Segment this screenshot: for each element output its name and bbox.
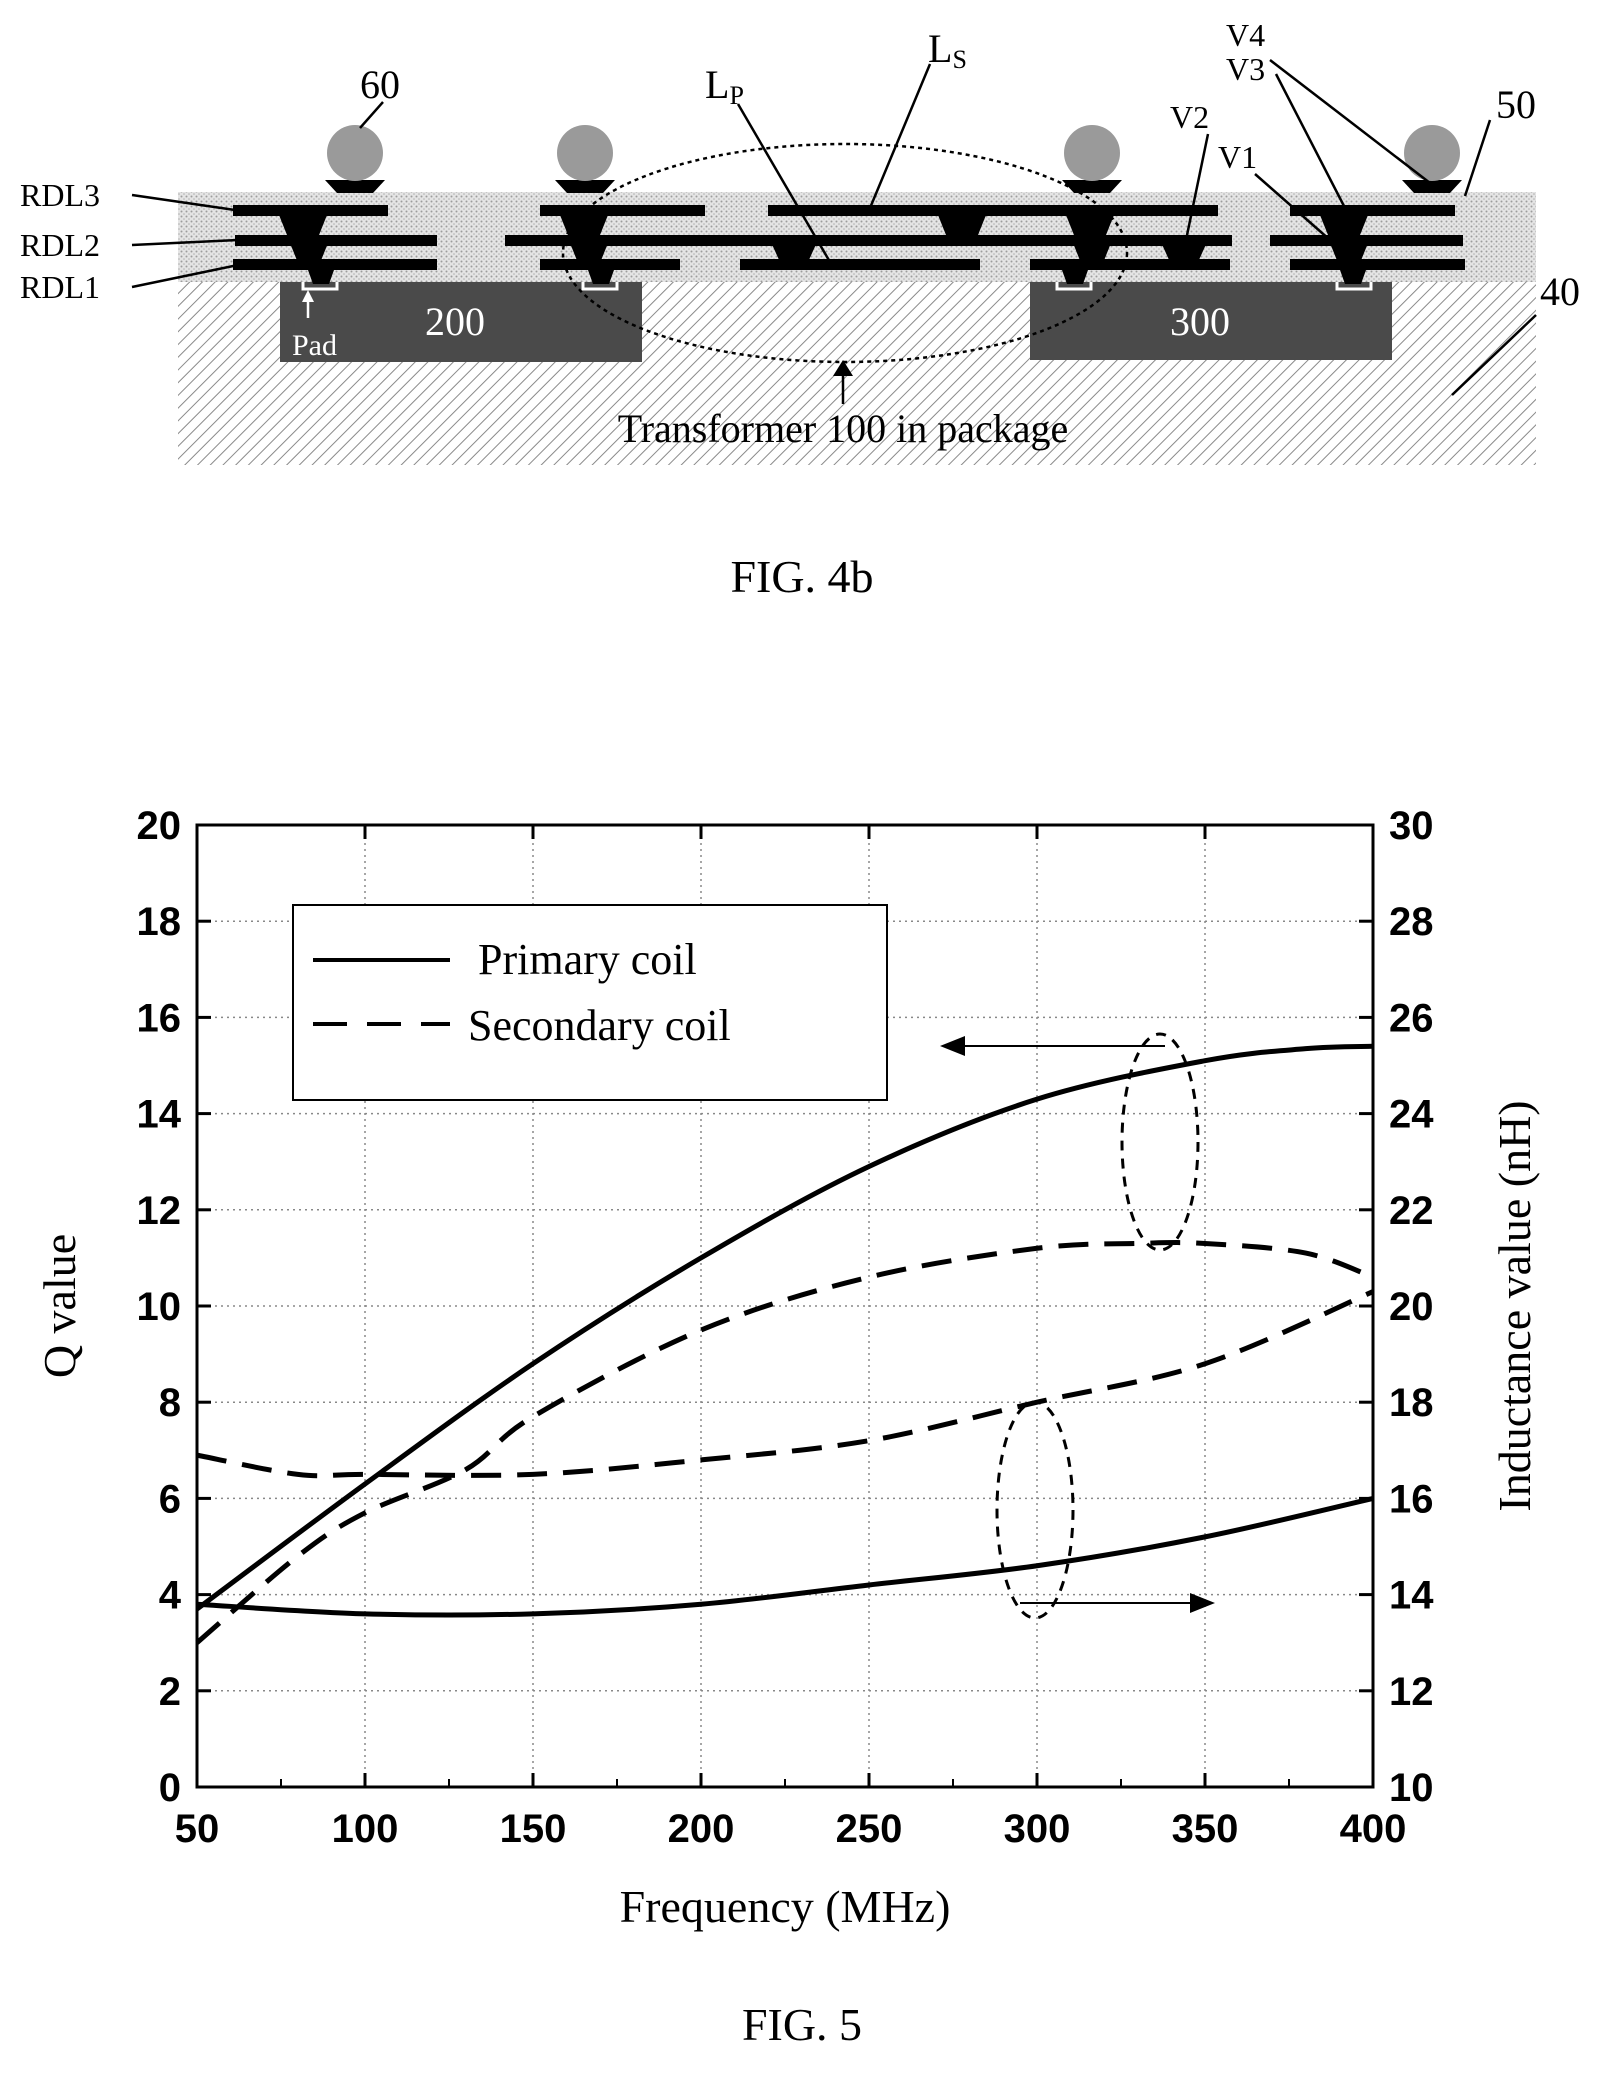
pad-label: Pad bbox=[292, 329, 337, 362]
y-left-tick-label: 2 bbox=[159, 1670, 181, 1714]
fig4b-diagram: Pad 200 300 RDL3 RDL2 RDL1 60 50 40 LP L… bbox=[20, 17, 1580, 465]
x-tick-label: 100 bbox=[332, 1807, 399, 1851]
arrows bbox=[302, 290, 853, 404]
x-tick-label: 400 bbox=[1340, 1807, 1407, 1851]
die-300-label: 300 bbox=[1170, 299, 1230, 344]
x-tick-label: 350 bbox=[1172, 1807, 1239, 1851]
transformer-label: Transformer 100 in package bbox=[618, 406, 1069, 451]
y-axis-right-label: Inductance value (nH) bbox=[1489, 1100, 1540, 1511]
x-tick-label: 200 bbox=[668, 1807, 735, 1851]
v2-label: V2 bbox=[1170, 99, 1209, 135]
rdl3-label: RDL3 bbox=[20, 177, 100, 213]
ref-50-label: 50 bbox=[1496, 82, 1536, 127]
transformer-outline bbox=[561, 142, 1129, 364]
y-right-tick-label: 26 bbox=[1389, 996, 1434, 1040]
v1-label: V1 bbox=[1218, 139, 1257, 175]
y-right-tick-label: 18 bbox=[1389, 1381, 1434, 1425]
x-tick-label: 50 bbox=[175, 1807, 220, 1851]
x-tick-label: 250 bbox=[836, 1807, 903, 1851]
v4-label: V4 bbox=[1226, 17, 1265, 53]
y-left-tick-label: 12 bbox=[137, 1189, 182, 1233]
secondary-coil-q-line bbox=[195, 1240, 1374, 1645]
die-pads bbox=[301, 282, 1373, 291]
upper-group-ellipse bbox=[1120, 1032, 1200, 1252]
legend-box bbox=[292, 904, 888, 1101]
y-right-tick-label: 20 bbox=[1389, 1285, 1434, 1329]
primary-coil-q-line bbox=[195, 1043, 1374, 1612]
solder-balls-60 bbox=[327, 125, 1460, 181]
rdl1-label: RDL1 bbox=[20, 269, 100, 305]
y-left-tick-label: 18 bbox=[137, 900, 182, 944]
y-right-tick-label: 30 bbox=[1389, 804, 1434, 848]
ref-40-label: 40 bbox=[1540, 269, 1580, 314]
y-axis-left-label: Q value bbox=[34, 1234, 85, 1378]
ref-60-label: 60 bbox=[360, 62, 400, 107]
rdl2-label: RDL2 bbox=[20, 227, 100, 263]
y-right-tick-label: 28 bbox=[1389, 900, 1434, 944]
y-right-tick-label: 12 bbox=[1389, 1670, 1434, 1714]
vias bbox=[277, 180, 1462, 284]
y-left-tick-label: 4 bbox=[159, 1574, 182, 1618]
y-left-tick-label: 14 bbox=[137, 1093, 182, 1137]
die-200 bbox=[280, 282, 642, 362]
y-left-tick-label: 8 bbox=[159, 1381, 181, 1425]
y-left-tick-label: 6 bbox=[159, 1477, 181, 1521]
fig5-caption: FIG. 5 bbox=[741, 1999, 863, 2050]
legend-secondary-label: Secondary coil bbox=[468, 1001, 731, 1050]
lower-group-ellipse bbox=[995, 1400, 1075, 1620]
y-right-tick-label: 14 bbox=[1389, 1574, 1434, 1618]
arrow-right-head bbox=[1190, 1593, 1215, 1613]
die-300 bbox=[1030, 282, 1392, 360]
y-right-tick-label: 24 bbox=[1389, 1093, 1434, 1137]
legend-primary-label: Primary coil bbox=[478, 935, 697, 984]
leader-lines bbox=[131, 59, 1537, 396]
x-tick-label: 300 bbox=[1004, 1807, 1071, 1851]
x-axis-label: Frequency (MHz) bbox=[620, 1881, 951, 1932]
v3-label: V3 bbox=[1226, 51, 1265, 87]
y-left-tick-label: 10 bbox=[137, 1285, 182, 1329]
die-200-label: 200 bbox=[425, 299, 485, 344]
primary-coil-inductance-line bbox=[196, 1495, 1374, 1618]
y-right-tick-label: 16 bbox=[1389, 1477, 1434, 1521]
y-right-tick-label: 22 bbox=[1389, 1189, 1434, 1233]
x-tick-label: 150 bbox=[500, 1807, 567, 1851]
fig4b-caption: FIG. 4b bbox=[730, 551, 874, 602]
ls-label: LS bbox=[928, 26, 967, 74]
lp-label: LP bbox=[705, 62, 744, 110]
secondary-coil-inductance-line bbox=[196, 1289, 1374, 1479]
y-left-tick-label: 16 bbox=[137, 996, 182, 1040]
arrow-left-head bbox=[940, 1036, 965, 1056]
y-right-tick-label: 10 bbox=[1389, 1766, 1434, 1810]
fig5-chart: 50 100 150 200 250 300 350 40002468101214161820… bbox=[34, 804, 1540, 1932]
y-left-tick-label: 0 bbox=[159, 1766, 181, 1810]
y-left-tick-label: 20 bbox=[137, 804, 182, 848]
